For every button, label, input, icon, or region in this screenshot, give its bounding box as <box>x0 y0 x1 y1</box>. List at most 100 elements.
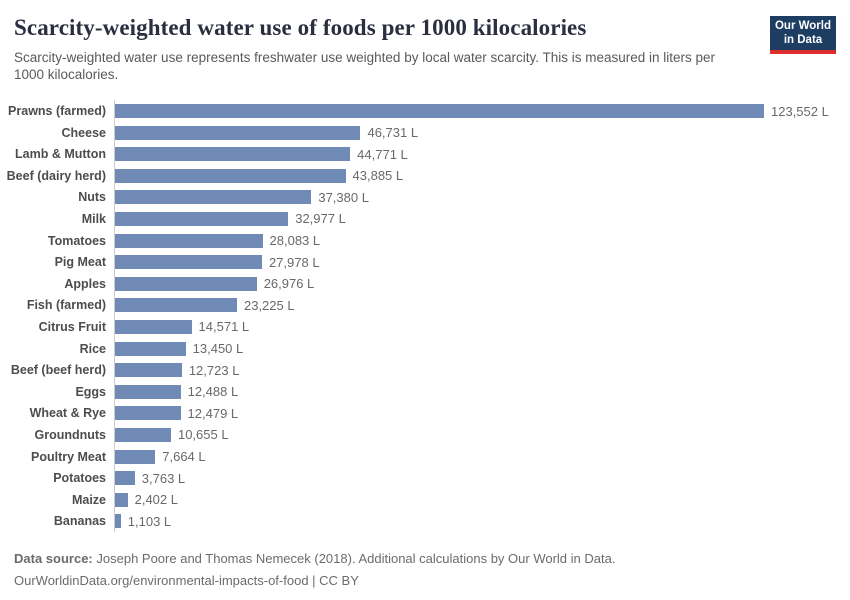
chart-subtitle: Scarcity-weighted water use represents f… <box>14 49 716 83</box>
chart-title: Scarcity-weighted water use of foods per… <box>14 15 587 40</box>
category-label: Groundnuts <box>34 427 106 442</box>
value-label: 44,771 L <box>357 146 408 162</box>
owid-logo-line2: in Data <box>783 33 823 46</box>
owid-logo[interactable]: Our World in Data <box>770 16 836 55</box>
chart-row: Wheat & Rye 12,479 L <box>0 402 850 425</box>
bar-area: 32,977 L <box>114 208 850 230</box>
chart-row: Poultry Meat 7,664 L <box>0 445 850 468</box>
license-separator: | <box>308 572 320 588</box>
bar <box>115 449 156 464</box>
chart-row: Groundnuts 10,655 L <box>0 424 850 446</box>
bar-area: 1,103 L <box>114 510 850 533</box>
value-label: 23,225 L <box>243 297 295 313</box>
value-label: 27,978 L <box>268 254 320 270</box>
bar <box>115 255 262 270</box>
data-source-label: Data source: <box>14 551 93 567</box>
value-label: 46,731 L <box>367 125 419 141</box>
bar-area: 27,978 L <box>114 251 850 273</box>
bar-area: 12,488 L <box>114 380 850 403</box>
bar-area: 37,380 L <box>114 186 850 209</box>
bar <box>115 406 181 421</box>
category-label: Fish (farmed) <box>26 298 106 313</box>
chart-row: Cheese 46,731 L <box>0 121 850 144</box>
value-label: 123,552 L <box>771 103 829 119</box>
owid-logo-line1: Our World <box>774 20 831 32</box>
bar-area: 26,976 L <box>114 272 850 295</box>
chart-row: Beef (beef herd) 12,723 L <box>0 359 850 381</box>
category-label: Citrus Fruit <box>38 319 106 334</box>
category-label: Apples <box>64 276 106 291</box>
chart-footer: Data source: Joseph Poore and Thomas Nem… <box>0 548 850 591</box>
license-label: CC BY <box>319 572 359 588</box>
category-label: Cheese <box>61 125 106 140</box>
value-label: 37,380 L <box>318 189 369 205</box>
title-block: Scarcity-weighted water use of foods per… <box>14 14 719 84</box>
value-label: 43,885 L <box>352 168 404 184</box>
bar-area: 46,731 L <box>114 121 850 144</box>
bar-area: 28,083 L <box>114 229 850 252</box>
value-label: 3,763 L <box>141 470 186 486</box>
value-label: 26,976 L <box>263 276 315 292</box>
bar <box>115 168 346 183</box>
chart-row: Maize 2,402 L <box>0 488 850 511</box>
bar <box>115 319 192 334</box>
category-label: Rice <box>79 341 106 356</box>
chart-row: Nuts 37,380 L <box>0 186 850 209</box>
value-label: 7,664 L <box>162 449 206 465</box>
category-label: Beef (beef herd) <box>10 363 106 378</box>
category-label: Pig Meat <box>54 255 106 270</box>
bar-area: 123,552 L <box>114 100 850 122</box>
bar <box>115 384 181 399</box>
bar <box>115 427 171 442</box>
chart-row: Apples 26,976 L <box>0 272 850 295</box>
bar <box>115 298 237 313</box>
value-label: 13,450 L <box>192 341 244 357</box>
category-label: Bananas <box>53 514 106 529</box>
value-label: 32,977 L <box>295 211 346 227</box>
category-label: Poultry Meat <box>30 449 106 464</box>
bar <box>115 104 764 119</box>
chart-row: Fish (farmed) 23,225 L <box>0 294 850 317</box>
chart-row: Lamb & Mutton 44,771 L <box>0 143 850 165</box>
bar <box>115 190 312 205</box>
category-label: Eggs <box>75 384 106 399</box>
bar-area: 13,450 L <box>114 337 850 360</box>
bar-area: 14,571 L <box>114 316 850 338</box>
chart-header: Scarcity-weighted water use of foods per… <box>0 0 850 84</box>
data-source-text: Joseph Poore and Thomas Nemecek (2018). … <box>96 551 616 567</box>
bar <box>115 514 121 529</box>
value-label: 12,479 L <box>187 405 239 421</box>
bar-area: 10,655 L <box>114 424 850 446</box>
bar <box>115 341 186 356</box>
bar <box>115 147 351 162</box>
category-label: Lamb & Mutton <box>15 147 106 162</box>
chart-row: Citrus Fruit 14,571 L <box>0 316 850 338</box>
category-label: Prawns (farmed) <box>8 104 106 119</box>
value-label: 12,723 L <box>188 362 240 378</box>
category-label: Maize <box>71 492 106 507</box>
chart-row: Rice 13,450 L <box>0 337 850 360</box>
bar-area: 2,402 L <box>114 488 850 511</box>
value-label: 12,488 L <box>187 384 239 400</box>
data-source-line: Data source: Joseph Poore and Thomas Nem… <box>14 548 836 569</box>
chart-row: Eggs 12,488 L <box>0 380 850 403</box>
chart-row: Tomatoes 28,083 L <box>0 229 850 252</box>
bar <box>115 211 289 226</box>
value-label: 10,655 L <box>177 427 229 443</box>
value-label: 1,103 L <box>127 513 172 529</box>
footer-url-link[interactable]: OurWorldinData.org/environmental-impacts… <box>14 572 309 588</box>
bar <box>115 233 263 248</box>
bar-area: 44,771 L <box>114 143 850 165</box>
bar <box>115 125 361 140</box>
chart-row: Pig Meat 27,978 L <box>0 251 850 273</box>
chart-row: Prawns (farmed) 123,552 L <box>0 100 850 122</box>
bar <box>115 363 182 378</box>
bar-area: 3,763 L <box>114 467 850 489</box>
chart-row: Potatoes 3,763 L <box>0 467 850 489</box>
category-label: Wheat & Rye <box>29 406 106 421</box>
bar <box>115 276 257 291</box>
category-label: Potatoes <box>53 471 106 486</box>
license-line: OurWorldinData.org/environmental-impacts… <box>14 570 836 591</box>
bar <box>115 492 128 507</box>
